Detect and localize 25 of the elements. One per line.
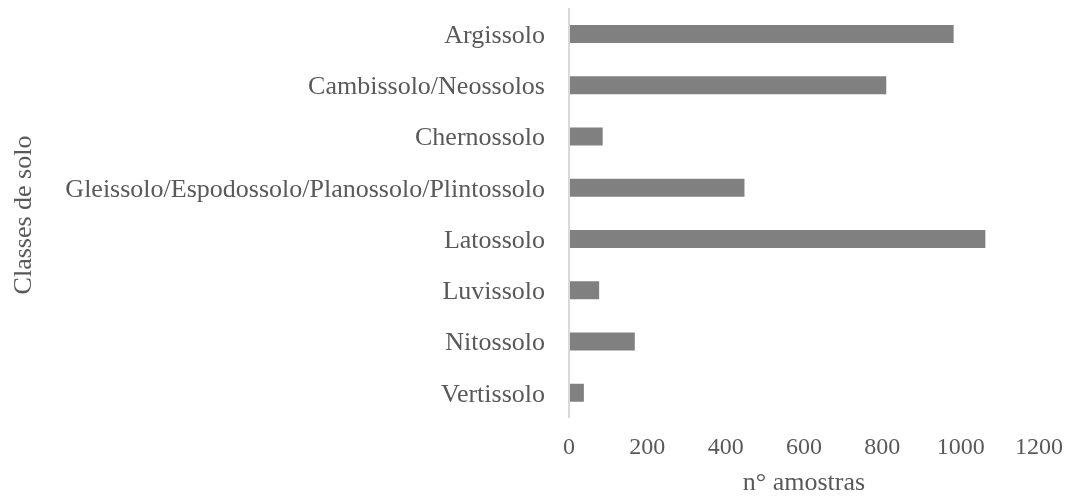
bar [569,281,600,300]
x-tick-label: 400 [707,433,744,460]
y-tick-label: Latossolo [443,224,545,254]
x-tick-label: 800 [864,433,901,460]
bar [569,230,986,248]
bar [569,127,603,146]
y-tick-label: Vertissolo [441,378,545,408]
y-axis-title: Classes de solo [7,135,37,295]
bar [569,178,745,197]
x-tick-label: 1000 [936,433,985,460]
y-tick-label: Gleissolo/Espodossolo/Planossolo/Plintossolo [65,173,545,203]
bar [569,76,887,95]
bar [569,332,635,351]
y-tick-label: Argissolo [444,19,545,49]
y-tick-label: Cambissolo/Neossolos [308,71,545,101]
x-tick-label: 0 [563,433,575,460]
y-tick-label: Luvissolo [442,276,545,306]
x-axis-title: n° amostras [742,467,866,496]
x-tick-label: 600 [786,433,822,460]
bar [569,25,954,43]
bar [569,383,584,402]
y-tick-label: Chernossolo [415,122,545,152]
x-tick-label: 1200 [1015,433,1063,460]
y-tick-label: Nitossolo [445,327,545,357]
x-tick-label: 200 [629,433,666,460]
